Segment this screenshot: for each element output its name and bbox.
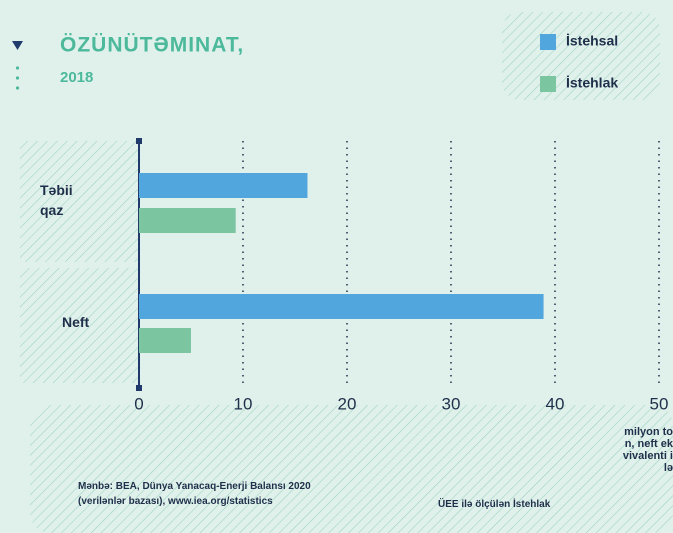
hatch-cat — [20, 141, 139, 262]
source: Mənbə: BEA, Dünya Yanacaq-Enerji Balansı… — [78, 481, 311, 507]
icon-dot — [15, 76, 20, 80]
bar — [139, 208, 236, 233]
bar — [139, 328, 191, 353]
bar — [139, 294, 544, 319]
category-label: Neft — [62, 314, 90, 330]
legend-swatch — [540, 76, 556, 92]
bar — [139, 173, 308, 198]
x-tick-label: 0 — [134, 394, 143, 413]
legend-label: İstehsal — [566, 33, 618, 49]
hatch-cat — [20, 268, 139, 383]
legend-label: İstehlak — [566, 75, 618, 91]
x-axis-label: milyon ton, neft ekvivalenti ilə — [622, 426, 673, 474]
x-tick-label: 30 — [442, 394, 461, 413]
x-tick-label: 10 — [234, 394, 253, 413]
note: ÜEE ilə ölçülən İstehlak — [438, 499, 551, 510]
icon-dot — [15, 86, 20, 90]
icon-triangle — [12, 41, 23, 50]
title: ÖZÜNÜTƏMINAT, — [60, 34, 244, 57]
icon-dot — [15, 66, 20, 70]
x-tick-label: 40 — [546, 394, 565, 413]
x-tick-label: 50 — [650, 394, 669, 413]
axis-end — [136, 385, 142, 391]
hatch-bottom — [30, 405, 673, 533]
x-tick-label: 20 — [338, 394, 357, 413]
category-label: Təbii qaz — [40, 182, 73, 218]
subtitle: 2018 — [60, 69, 93, 86]
axis-end — [136, 138, 142, 144]
legend-swatch — [540, 34, 556, 50]
